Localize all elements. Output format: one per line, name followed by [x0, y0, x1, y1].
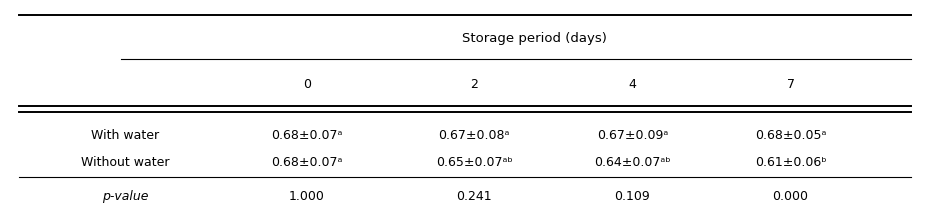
Text: p-value: p-value: [102, 190, 149, 203]
Text: 2: 2: [471, 77, 478, 91]
Text: With water: With water: [91, 129, 160, 142]
Text: 1.000: 1.000: [289, 190, 325, 203]
Text: 0.68±0.07ᵃ: 0.68±0.07ᵃ: [272, 129, 342, 142]
Text: 0: 0: [303, 77, 311, 91]
Text: 0.109: 0.109: [615, 190, 650, 203]
Text: 0.68±0.05ᵃ: 0.68±0.05ᵃ: [755, 129, 826, 142]
Text: 7: 7: [787, 77, 794, 91]
Text: 0.64±0.07ᵃᵇ: 0.64±0.07ᵃᵇ: [594, 156, 671, 169]
Text: Storage period (days): Storage period (days): [462, 32, 607, 45]
Text: 0.68±0.07ᵃ: 0.68±0.07ᵃ: [272, 156, 342, 169]
Text: 0.61±0.06ᵇ: 0.61±0.06ᵇ: [754, 156, 827, 169]
Text: 0.000: 0.000: [773, 190, 808, 203]
Text: 0.65±0.07ᵃᵇ: 0.65±0.07ᵃᵇ: [436, 156, 512, 169]
Text: 0.241: 0.241: [457, 190, 492, 203]
Text: 0.67±0.08ᵃ: 0.67±0.08ᵃ: [439, 129, 510, 142]
Text: 0.67±0.09ᵃ: 0.67±0.09ᵃ: [597, 129, 668, 142]
Text: Without water: Without water: [81, 156, 170, 169]
Text: 4: 4: [629, 77, 636, 91]
